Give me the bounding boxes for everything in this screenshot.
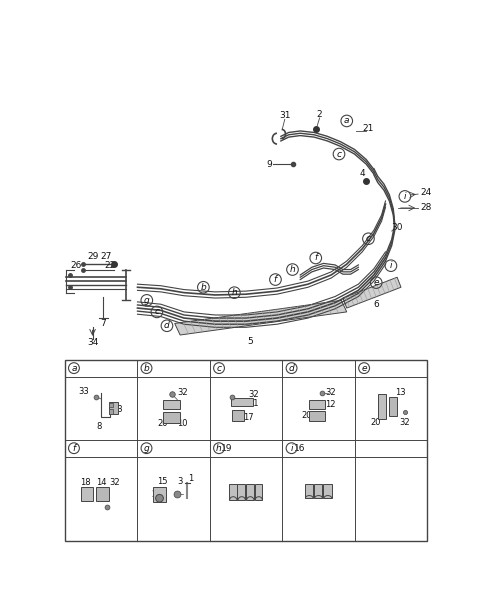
Text: 21: 21 <box>363 124 374 133</box>
Bar <box>254 484 262 500</box>
Text: f: f <box>274 275 277 284</box>
Text: 18: 18 <box>80 478 91 487</box>
Text: 16: 16 <box>294 443 305 453</box>
Polygon shape <box>175 300 347 335</box>
Text: 8: 8 <box>96 422 102 431</box>
Bar <box>305 484 313 498</box>
Bar <box>229 484 237 500</box>
Bar <box>108 402 118 414</box>
Text: 24: 24 <box>420 188 432 197</box>
Text: h: h <box>231 288 237 297</box>
Text: 15: 15 <box>157 477 168 486</box>
Text: c: c <box>155 307 159 317</box>
Text: 29: 29 <box>88 252 99 261</box>
Text: 10: 10 <box>178 419 188 428</box>
Text: 20: 20 <box>301 411 312 420</box>
Text: 9: 9 <box>266 160 272 168</box>
Text: 25: 25 <box>151 490 162 499</box>
Text: i: i <box>404 192 406 201</box>
Text: 3: 3 <box>177 477 182 486</box>
Text: 20: 20 <box>371 417 381 426</box>
Text: b: b <box>144 364 149 373</box>
Polygon shape <box>343 278 401 308</box>
Text: h: h <box>216 443 222 453</box>
Text: c: c <box>366 234 371 243</box>
Bar <box>238 484 245 500</box>
Text: 33: 33 <box>79 387 89 396</box>
Bar <box>153 487 167 502</box>
Text: 34: 34 <box>87 338 98 347</box>
Text: 31: 31 <box>279 111 290 120</box>
Text: 20: 20 <box>157 419 168 428</box>
Bar <box>109 403 112 407</box>
Text: 14: 14 <box>96 478 106 487</box>
Text: 32: 32 <box>325 388 336 397</box>
Text: i: i <box>290 443 293 453</box>
Text: e: e <box>373 278 379 287</box>
Text: 12: 12 <box>325 400 336 409</box>
Text: f: f <box>314 254 317 262</box>
Text: 32: 32 <box>109 478 120 487</box>
Text: d: d <box>164 321 170 330</box>
Bar <box>309 411 325 421</box>
Text: 23: 23 <box>113 405 123 414</box>
Text: c: c <box>336 149 341 159</box>
Text: b: b <box>201 283 206 292</box>
Bar <box>81 487 93 501</box>
Bar <box>109 409 112 414</box>
Text: 19: 19 <box>221 443 232 453</box>
Bar <box>65 360 427 541</box>
Text: a: a <box>71 364 77 373</box>
Bar <box>231 398 253 406</box>
Bar <box>309 400 325 409</box>
Text: 32: 32 <box>249 390 259 399</box>
Bar <box>378 394 385 419</box>
Text: 32: 32 <box>178 388 188 397</box>
Text: a: a <box>344 117 349 126</box>
Text: 2: 2 <box>317 110 323 118</box>
Text: e: e <box>361 364 367 373</box>
Text: 11: 11 <box>249 399 259 408</box>
Text: f: f <box>72 443 75 453</box>
Bar <box>314 484 323 498</box>
Circle shape <box>156 494 163 502</box>
Bar <box>389 397 396 416</box>
Text: 22: 22 <box>105 261 116 270</box>
Text: g: g <box>144 296 150 305</box>
Text: 7: 7 <box>100 319 106 328</box>
Text: 5: 5 <box>247 337 253 346</box>
Bar <box>323 484 332 498</box>
Text: 1: 1 <box>188 475 193 484</box>
Bar <box>246 484 254 500</box>
Bar <box>232 411 244 422</box>
Bar <box>163 412 180 423</box>
Text: 28: 28 <box>420 204 432 212</box>
Bar <box>163 400 180 409</box>
Bar <box>96 487 108 501</box>
Text: h: h <box>289 265 295 274</box>
Text: 13: 13 <box>395 388 406 397</box>
Text: 30: 30 <box>391 223 403 232</box>
Text: c: c <box>216 364 222 373</box>
Text: i: i <box>390 261 392 270</box>
Text: 32: 32 <box>400 417 410 426</box>
Text: 27: 27 <box>100 252 111 261</box>
Text: g: g <box>144 443 149 453</box>
Text: 17: 17 <box>243 413 253 422</box>
Text: 4: 4 <box>360 169 365 178</box>
Text: 6: 6 <box>373 300 379 309</box>
Text: 26: 26 <box>71 261 82 270</box>
Text: d: d <box>288 364 294 373</box>
